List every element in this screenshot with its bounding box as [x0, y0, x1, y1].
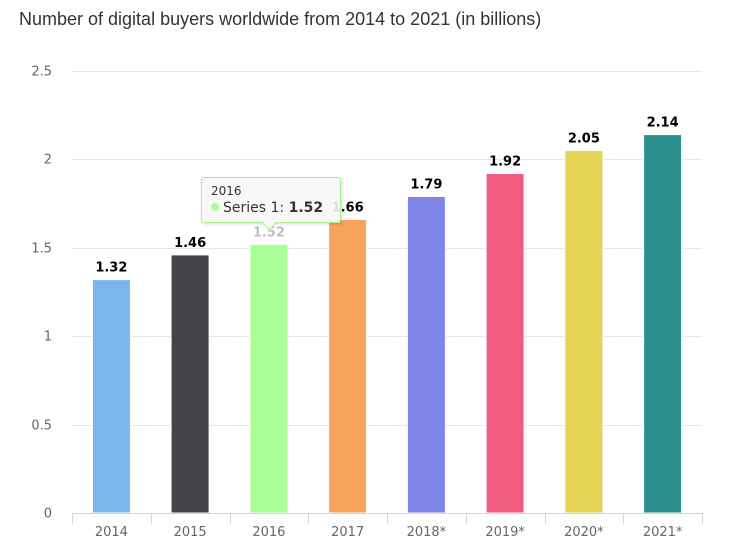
data-label: 2.05	[568, 132, 600, 147]
data-label: 1.46	[174, 236, 206, 251]
tooltip-row: Series 1: 1.52	[211, 200, 330, 216]
x-tick-label: 2017	[331, 525, 364, 540]
data-label: 1.32	[95, 261, 127, 276]
bar-2016	[249, 243, 289, 514]
x-tick-label: 2014	[95, 525, 128, 540]
bar-2021	[643, 134, 683, 514]
data-label: 1.79	[410, 178, 442, 193]
bar-2014	[91, 279, 131, 514]
x-tick-label: 2020*	[564, 525, 604, 540]
y-tick-label: 1	[44, 330, 52, 345]
y-axis-ticks: 0 0.5 1 1.5 2 2.5	[31, 65, 52, 522]
x-tick-label: 2015	[174, 525, 207, 540]
grid-lines	[72, 71, 702, 426]
bars	[91, 134, 683, 514]
data-label: 2.14	[647, 116, 679, 131]
y-tick-label: 0	[44, 507, 52, 522]
y-tick-label: 2	[44, 153, 52, 168]
x-axis: 2014 2015 2016 2017 2018* 2019* 2020* 2021*	[72, 513, 703, 540]
x-tick-label: 2016	[252, 525, 285, 540]
data-label: 1.52	[253, 225, 285, 240]
bar-2018	[406, 196, 446, 514]
x-tick-label: 2021*	[643, 525, 683, 540]
bar-2015	[170, 254, 210, 514]
data-label: 1.92	[489, 155, 521, 170]
chart-title: Number of digital buyers worldwide from …	[19, 9, 542, 29]
y-tick-label: 0.5	[31, 419, 52, 434]
tooltip: 2016 Series 1: 1.52	[201, 177, 341, 231]
tooltip-header: 2016	[211, 184, 242, 198]
x-tick-label: 2018*	[407, 525, 447, 540]
bar-2017	[328, 219, 368, 514]
tooltip-series-label: Series 1:	[223, 200, 289, 216]
tooltip-value: 1.52	[288, 200, 324, 216]
bar-2020	[564, 150, 604, 514]
series-dot-icon	[211, 203, 219, 211]
x-tick-label: 2019*	[485, 525, 525, 540]
y-tick-label: 1.5	[31, 242, 52, 257]
y-tick-label: 2.5	[31, 65, 52, 80]
bar-2019	[485, 173, 525, 514]
